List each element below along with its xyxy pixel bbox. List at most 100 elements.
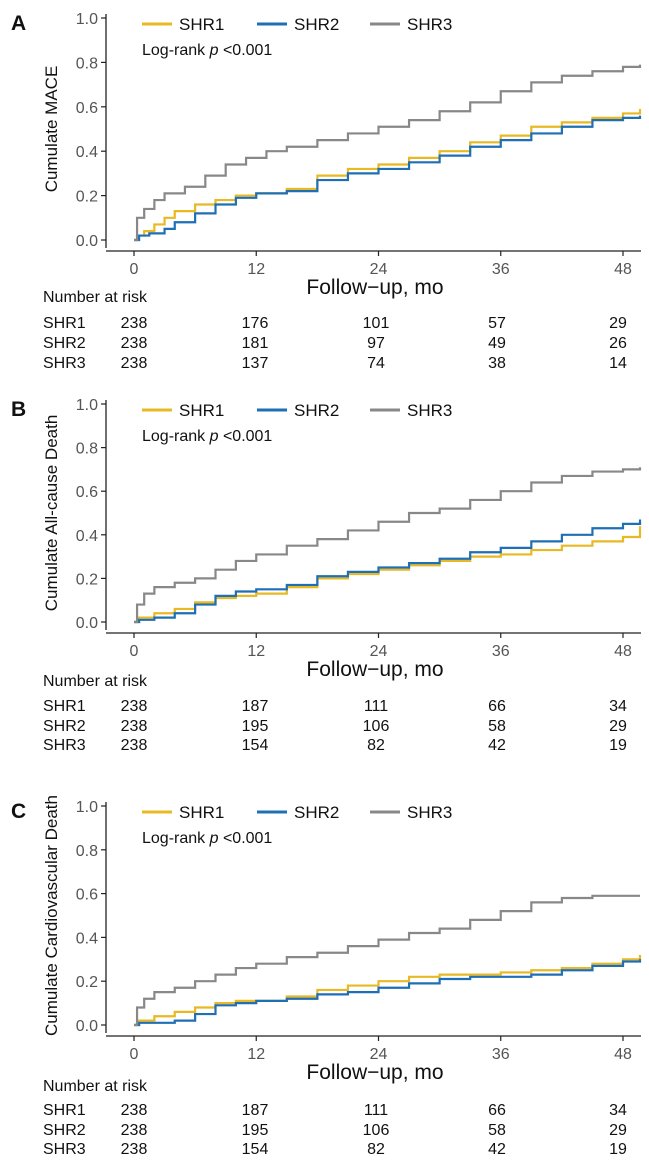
y-tick-label: 0.6 [76, 484, 98, 501]
risk-cell: 58 [488, 718, 506, 735]
risk-row-label: SHR1 [43, 315, 86, 332]
x-axis-title: Follow−up, mo [306, 1061, 443, 1084]
legend-label-shr3: SHR3 [407, 401, 452, 420]
km-curve-shr3 [134, 467, 642, 624]
km-curve-shr3 [134, 894, 640, 1027]
km-curve-shr3 [134, 64, 642, 242]
x-tick-label: 48 [614, 1046, 632, 1063]
risk-cell: 238 [121, 315, 148, 332]
risk-cell: 111 [364, 698, 388, 715]
y-tick-label: 0.6 [76, 100, 98, 117]
logrank-annotation: Log-rank p <0.001 [142, 830, 272, 847]
risk-cell: 42 [488, 1141, 506, 1158]
risk-cell: 238 [121, 335, 148, 352]
panel-letter: A [11, 12, 26, 35]
risk-row-label: SHR3 [43, 1141, 86, 1158]
risk-cell: 195 [242, 1122, 269, 1139]
risk-row-label: SHR2 [43, 1122, 86, 1139]
risk-cell: 154 [242, 737, 269, 754]
risk-cell: 181 [242, 335, 269, 352]
risk-cell: 66 [488, 1102, 506, 1119]
x-tick-label: 12 [247, 261, 265, 278]
y-tick-label: 0.2 [76, 974, 98, 991]
risk-cell: 106 [363, 1122, 390, 1139]
risk-cell: 106 [363, 718, 390, 735]
logrank-value: <0.001 [219, 428, 273, 445]
y-tick-label: 1.0 [76, 397, 98, 414]
risk-cell: 74 [367, 355, 385, 372]
x-tick-label: 48 [614, 643, 632, 660]
x-tick-label: 0 [130, 643, 139, 660]
risk-row-label: SHR1 [43, 698, 86, 715]
risk-cell: 137 [242, 355, 269, 372]
risk-cell: 238 [121, 1141, 148, 1158]
risk-cell: 82 [367, 737, 385, 754]
risk-cell: 34 [609, 698, 627, 715]
x-tick-label: 36 [492, 643, 510, 660]
logrank-prefix: Log-rank [142, 428, 210, 445]
risk-cell: 238 [121, 698, 148, 715]
panel-b: B 0.0 0.2 0.4 0.6 0.8 1.0 0 12 24 36 48 Cumulate All… [11, 397, 642, 754]
logrank-value: <0.001 [219, 42, 273, 59]
risk-row-label: SHR1 [43, 1102, 86, 1119]
y-tick-label: 0.4 [76, 930, 98, 947]
risk-cell: 176 [242, 315, 269, 332]
y-axis-title: Cumulate All-cause Death [42, 415, 61, 612]
risk-cell: 19 [609, 737, 627, 754]
risk-cell: 49 [488, 335, 506, 352]
legend-label-shr1: SHR1 [179, 401, 224, 420]
risk-table-title: Number at risk [43, 673, 148, 690]
risk-cell: 58 [488, 1122, 506, 1139]
risk-cell: 187 [242, 1102, 269, 1119]
x-tick-label: 12 [247, 1046, 265, 1063]
panel-letter: B [11, 398, 26, 421]
y-tick-label: 0.8 [76, 843, 98, 860]
y-tick-label: 0.8 [76, 55, 98, 72]
km-curve-shr2 [134, 115, 642, 242]
y-tick-label: 0.0 [76, 1018, 98, 1035]
risk-cell: 238 [121, 718, 148, 735]
panel-a: A 0.0 0.2 0.4 0.6 0.8 1.0 0 12 24 36 48 Cumulate MAC… [11, 11, 642, 372]
risk-cell: 29 [609, 315, 627, 332]
y-tick-label: 0.2 [76, 571, 98, 588]
y-tick-label: 0.4 [76, 528, 98, 545]
km-curve-shr1 [134, 109, 642, 242]
logrank-prefix: Log-rank [142, 830, 210, 847]
y-tick-label: 1.0 [76, 11, 98, 28]
y-axis-title: Cumulate MACE [42, 66, 61, 193]
risk-cell: 34 [609, 1102, 627, 1119]
risk-cell: 97 [367, 335, 385, 352]
x-tick-label: 24 [370, 643, 388, 660]
logrank-annotation: Log-rank p <0.001 [142, 428, 272, 445]
risk-row-label: SHR3 [43, 737, 86, 754]
risk-cell: 101 [363, 315, 390, 332]
risk-cell: 14 [609, 355, 627, 372]
x-tick-label: 24 [370, 1046, 388, 1063]
risk-cell: 238 [121, 1122, 148, 1139]
legend-label-shr1: SHR1 [179, 803, 224, 822]
risk-cell: 238 [121, 355, 148, 372]
risk-table-title: Number at risk [43, 1078, 148, 1095]
legend-label-shr2: SHR2 [294, 803, 339, 822]
x-tick-label: 48 [614, 261, 632, 278]
risk-table-title: Number at risk [43, 289, 148, 306]
panel-letter: C [11, 800, 26, 823]
risk-cell: 66 [488, 698, 506, 715]
risk-cell: 29 [609, 1122, 627, 1139]
risk-row-label: SHR3 [43, 355, 86, 372]
panel-c: C 0.0 0.2 0.4 0.6 0.8 1.0 0 12 24 36 48 Cumulate Car… [11, 795, 642, 1158]
y-axis-title: Cumulate Cardiovascular Death [42, 795, 61, 1036]
risk-cell: 111 [364, 1102, 388, 1119]
x-axis-title: Follow−up, mo [306, 276, 443, 299]
risk-cell: 82 [367, 1141, 385, 1158]
risk-row-label: SHR2 [43, 335, 86, 352]
legend-label-shr3: SHR3 [407, 15, 452, 34]
x-tick-label: 36 [492, 261, 510, 278]
x-tick-label: 36 [492, 1046, 510, 1063]
risk-cell: 57 [488, 315, 506, 332]
y-tick-label: 0.0 [76, 233, 98, 250]
km-curve-shr1 [134, 954, 642, 1027]
legend-label-shr1: SHR1 [179, 15, 224, 34]
x-tick-label: 0 [130, 261, 139, 278]
